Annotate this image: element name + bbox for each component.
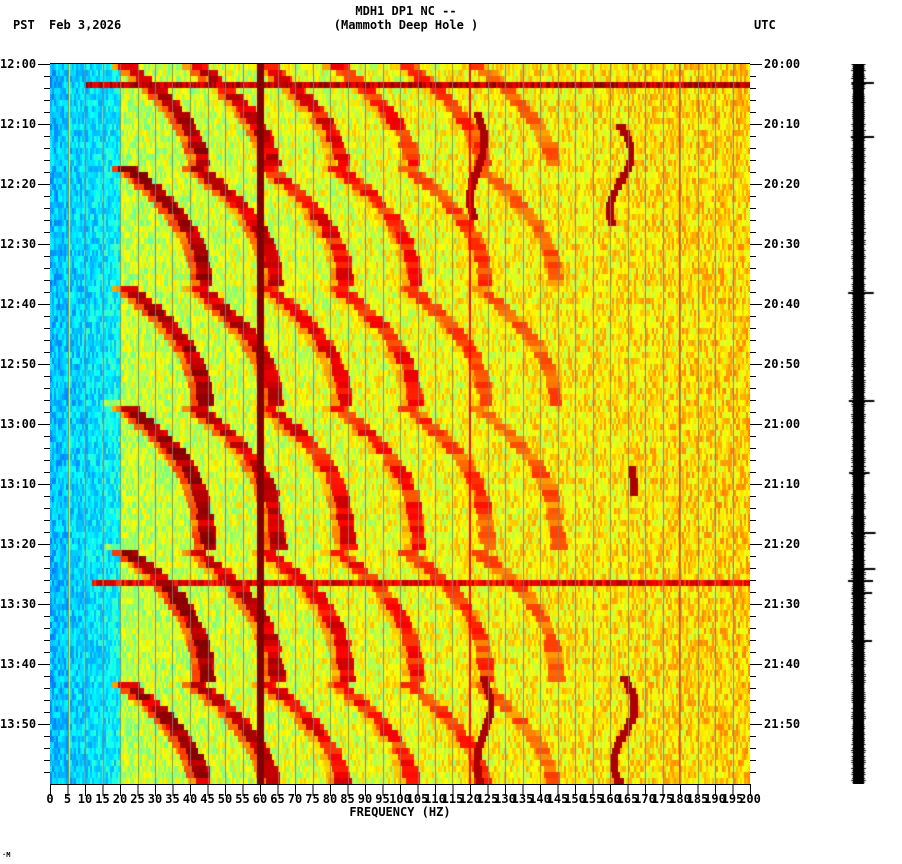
x-tick-label: 5: [63, 792, 72, 806]
x-tick-label: 60: [252, 792, 268, 806]
x-tick-label: 195: [721, 792, 744, 806]
x-tick-label: 65: [270, 792, 285, 806]
x-tick-label: 35: [165, 792, 180, 806]
x-tick-label: 30: [147, 792, 163, 806]
seismogram-trace: [840, 64, 880, 784]
x-tick-label: 135: [511, 792, 534, 806]
x-tick-label: 190: [704, 792, 726, 806]
y-tick-label-utc: 21:00: [764, 417, 801, 431]
x-tick-label: 95: [375, 792, 390, 806]
x-tick-label: 40: [182, 792, 198, 806]
x-tick-label: 185: [686, 792, 709, 806]
y-tick-label-pst: 12:50: [0, 357, 37, 371]
corner-mark: ·M: [2, 851, 11, 859]
station-location: (Mammoth Deep Hole ): [333, 18, 479, 32]
y-tick-label-utc: 21:20: [764, 537, 801, 551]
x-tick-label: 200: [739, 792, 761, 806]
y-tick-label-pst: 12:30: [0, 237, 37, 251]
station-title: MDH1 DP1 NC --: [355, 4, 457, 18]
x-tick-label: 115: [441, 792, 464, 806]
x-tick-label: 180: [669, 792, 691, 806]
y-tick-label-utc: 21:30: [764, 597, 801, 611]
x-tick-label: 25: [130, 792, 145, 806]
x-tick-label: 140: [529, 792, 551, 806]
x-tick-label: 170: [634, 792, 656, 806]
x-tick-label: 20: [112, 792, 128, 806]
y-tick-label-utc: 21:40: [764, 657, 801, 671]
y-tick-label-pst: 13:30: [0, 597, 37, 611]
date-label: Feb 3,2026: [49, 18, 122, 32]
y-tick-label-utc: 20:20: [764, 177, 801, 191]
y-tick-label-utc: 20:30: [764, 237, 801, 251]
y-tick-label-utc: 20:00: [764, 57, 801, 71]
x-axis-title: FREQUENCY (HZ): [349, 805, 451, 819]
x-tick-label: 50: [217, 792, 233, 806]
x-tick-label: 125: [476, 792, 499, 806]
x-tick-label: 150: [564, 792, 586, 806]
x-tick-label: 165: [616, 792, 639, 806]
x-tick-label: 120: [459, 792, 481, 806]
x-tick-label: 175: [651, 792, 674, 806]
y-tick-label-utc: 20:10: [764, 117, 801, 131]
x-tick-label: 0: [46, 792, 54, 806]
y-tick-label-pst: 13:00: [0, 417, 37, 431]
y-tick-label-pst: 12:40: [0, 297, 37, 311]
x-tick-label: 100: [389, 792, 411, 806]
x-tick-label: 110: [424, 792, 446, 806]
x-tick-label: 155: [581, 792, 604, 806]
x-tick-label: 10: [77, 792, 93, 806]
y-tick-label-utc: 20:50: [764, 357, 801, 371]
y-tick-label-pst: 13:40: [0, 657, 37, 671]
x-tick-label: 105: [406, 792, 429, 806]
y-tick-label-utc: 20:40: [764, 297, 801, 311]
x-tick-label: 55: [235, 792, 250, 806]
x-tick-label: 90: [357, 792, 373, 806]
y-tick-label-utc: 21:50: [764, 717, 801, 731]
x-tick-label: 145: [546, 792, 569, 806]
x-tick-label: 75: [305, 792, 320, 806]
left-timezone-label: PST: [13, 18, 35, 32]
x-tick-label: 15: [95, 792, 110, 806]
y-tick-label-utc: 21:10: [764, 477, 801, 491]
y-tick-label-pst: 13:50: [0, 717, 37, 731]
y-tick-label-pst: 13:20: [0, 537, 37, 551]
y-tick-label-pst: 12:20: [0, 177, 37, 191]
spectrogram-plot: [50, 64, 750, 784]
x-tick-label: 80: [322, 792, 338, 806]
x-tick-label: 70: [287, 792, 303, 806]
x-tick-label: 85: [340, 792, 355, 806]
y-tick-label-pst: 13:10: [0, 477, 37, 491]
x-tick-label: 160: [599, 792, 621, 806]
y-tick-label-pst: 12:00: [0, 57, 37, 71]
x-tick-label: 130: [494, 792, 516, 806]
right-timezone-label: UTC: [754, 18, 776, 32]
y-tick-label-pst: 12:10: [0, 117, 37, 131]
x-tick-label: 45: [200, 792, 215, 806]
